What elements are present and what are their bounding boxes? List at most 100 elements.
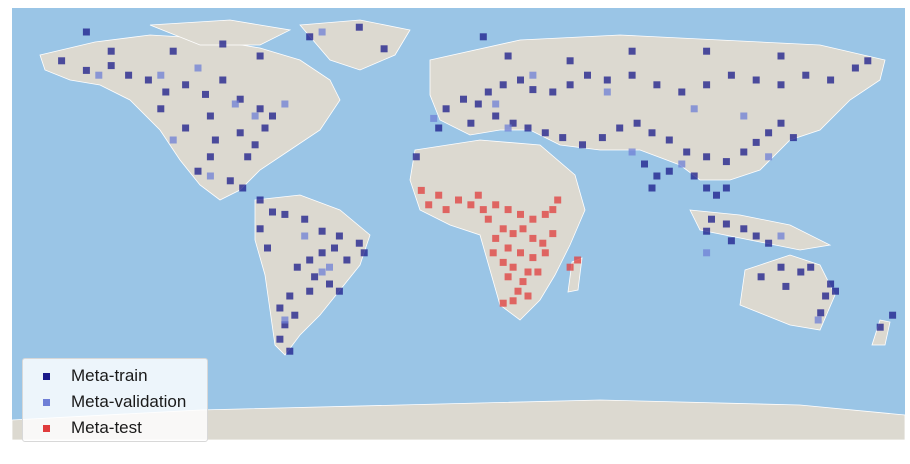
point-meta-test — [492, 234, 500, 242]
point-meta-train — [162, 88, 170, 96]
point-meta-train — [817, 309, 825, 317]
point-meta-test — [541, 210, 549, 218]
point-meta-validation — [814, 316, 822, 324]
point-meta-train — [703, 47, 711, 55]
point-meta-test — [492, 201, 500, 209]
point-meta-train — [864, 57, 872, 65]
point-meta-train — [566, 57, 574, 65]
point-meta-train — [244, 153, 252, 161]
point-meta-train — [777, 81, 785, 89]
legend-label-meta-test: Meta-test — [71, 418, 142, 437]
point-meta-train — [206, 153, 214, 161]
point-meta-train — [286, 292, 294, 300]
point-meta-train — [380, 45, 388, 53]
point-meta-validation — [194, 64, 202, 72]
point-meta-train — [484, 88, 492, 96]
point-meta-train — [492, 112, 500, 120]
point-meta-train — [318, 227, 326, 235]
point-meta-test — [499, 299, 507, 307]
point-meta-train — [827, 76, 835, 84]
point-meta-train — [727, 237, 735, 245]
point-meta-test — [519, 225, 527, 233]
point-meta-train — [851, 64, 859, 72]
point-meta-train — [301, 215, 309, 223]
point-meta-train — [219, 76, 227, 84]
legend-item-meta-train: Meta-train — [31, 363, 199, 389]
point-meta-train — [269, 208, 276, 216]
point-meta-train — [683, 148, 691, 156]
point-meta-train — [355, 239, 363, 247]
point-meta-train — [219, 40, 227, 48]
new-zealand — [871, 319, 891, 346]
point-meta-test — [524, 268, 532, 276]
point-meta-train — [306, 287, 314, 295]
point-meta-train — [82, 28, 90, 36]
point-meta-train — [460, 95, 467, 103]
point-meta-validation — [430, 114, 438, 122]
point-meta-train — [797, 268, 805, 276]
point-meta-train — [360, 249, 368, 257]
point-meta-validation — [281, 316, 289, 324]
point-meta-train — [628, 47, 636, 55]
point-meta-train — [598, 134, 606, 142]
point-meta-validation — [504, 124, 512, 132]
point-meta-train — [211, 136, 219, 144]
point-meta-train — [827, 280, 835, 288]
point-meta-validation — [678, 160, 686, 168]
point-meta-train — [264, 244, 271, 252]
point-meta-train — [549, 88, 557, 96]
point-meta-test — [514, 287, 522, 295]
point-meta-train — [256, 105, 264, 113]
point-meta-test — [499, 258, 507, 266]
point-meta-test — [489, 249, 497, 257]
point-meta-test — [504, 206, 512, 214]
point-meta-validation — [301, 232, 309, 240]
point-meta-train — [202, 90, 209, 98]
antarctica — [11, 399, 906, 441]
point-meta-train — [765, 239, 773, 247]
point-meta-validation — [765, 153, 773, 161]
point-meta-train — [239, 184, 247, 192]
point-meta-test — [479, 206, 487, 214]
point-meta-train — [335, 232, 343, 240]
point-meta-train — [722, 220, 730, 228]
point-meta-train — [740, 225, 748, 233]
point-meta-test — [435, 191, 443, 199]
point-meta-train — [157, 105, 165, 113]
point-meta-train — [713, 191, 720, 199]
point-meta-test — [504, 273, 512, 281]
point-meta-train — [125, 71, 133, 79]
point-meta-train — [499, 81, 507, 89]
point-meta-train — [144, 76, 152, 84]
point-meta-train — [517, 76, 524, 84]
point-meta-test — [499, 225, 507, 233]
point-meta-test — [467, 201, 475, 209]
point-meta-train — [807, 263, 815, 271]
point-meta-test — [425, 201, 433, 209]
point-meta-test — [529, 215, 537, 223]
point-meta-train — [889, 311, 897, 319]
point-meta-train — [703, 153, 711, 161]
legend-swatch-meta-validation — [43, 398, 50, 406]
point-meta-train — [82, 66, 90, 74]
point-meta-train — [559, 134, 567, 142]
point-meta-train — [306, 256, 314, 264]
point-meta-validation — [628, 148, 636, 156]
point-meta-validation — [326, 263, 333, 271]
point-meta-train — [782, 282, 790, 290]
point-meta-validation — [318, 268, 326, 276]
point-meta-train — [306, 33, 314, 41]
point-meta-train — [648, 184, 656, 192]
point-meta-train — [261, 124, 269, 132]
point-meta-train — [665, 136, 673, 144]
point-meta-train — [169, 47, 177, 55]
point-meta-train — [412, 153, 420, 161]
point-meta-test — [549, 230, 557, 238]
point-meta-train — [474, 100, 482, 108]
point-meta-train — [777, 52, 785, 60]
point-meta-test — [517, 249, 524, 257]
point-meta-test — [474, 191, 482, 199]
point-meta-train — [653, 172, 661, 180]
point-meta-validation — [157, 71, 165, 79]
point-meta-validation — [777, 232, 785, 240]
